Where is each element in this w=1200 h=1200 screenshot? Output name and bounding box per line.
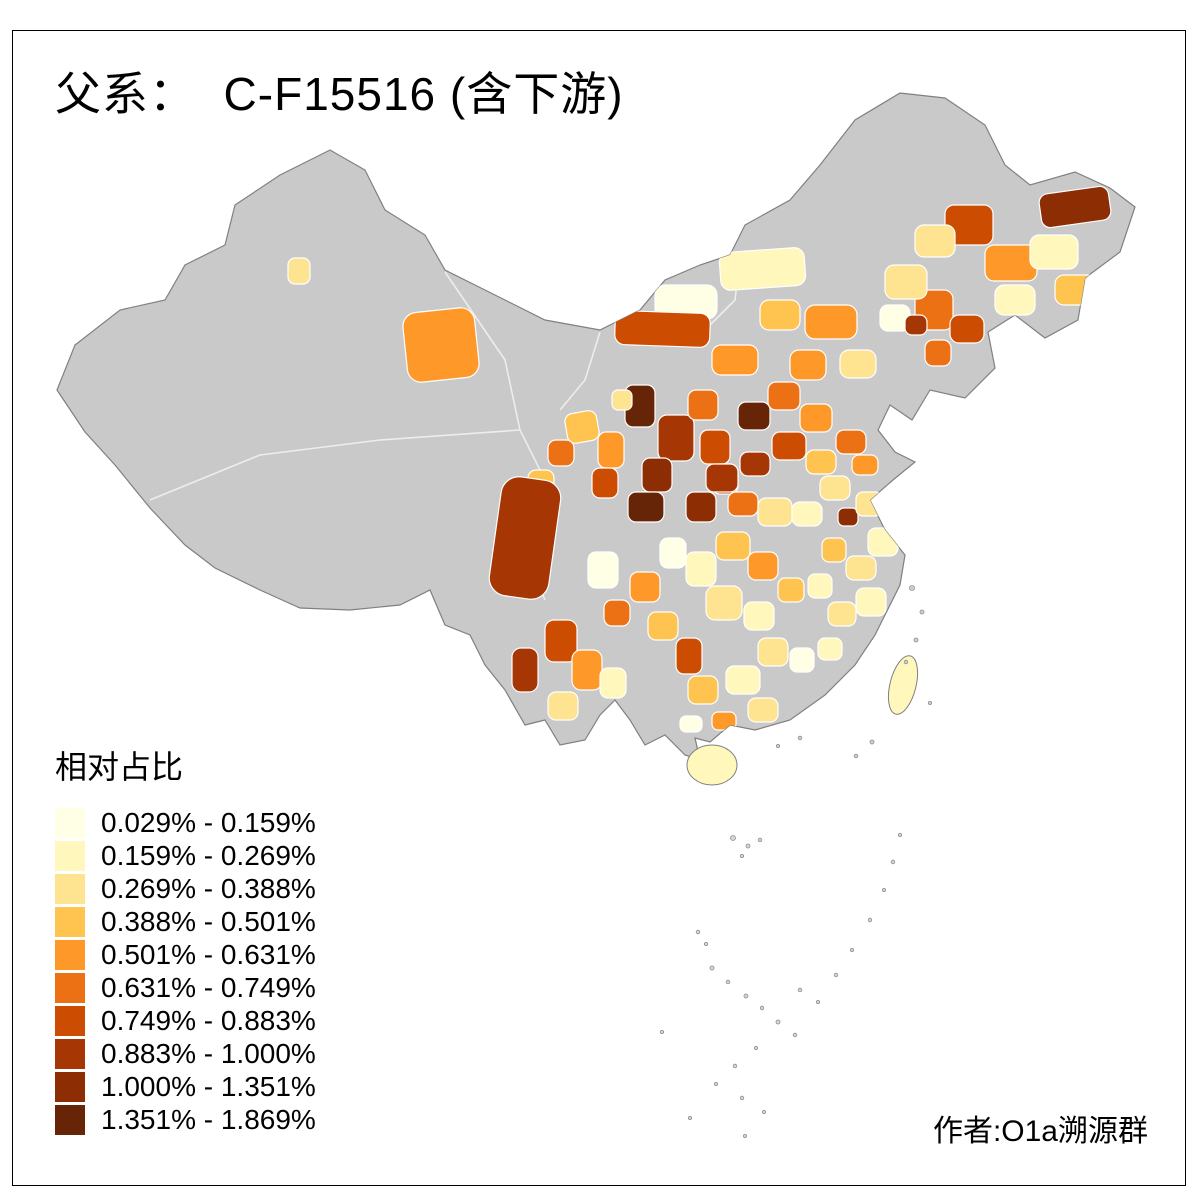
plot-frame-border: [12, 30, 1186, 1186]
legend-label: 0.749% - 0.883%: [101, 1005, 316, 1036]
legend-item: 0.749% - 0.883%: [55, 1005, 316, 1036]
south-china-sea-islands: [660, 833, 903, 1139]
legend-label: 0.631% - 0.749%: [101, 972, 316, 1003]
legend-swatch: [55, 808, 85, 838]
legend-label: 0.388% - 0.501%: [101, 906, 316, 937]
legend-item: 0.883% - 1.000%: [55, 1038, 316, 1069]
legend-swatch: [55, 940, 85, 970]
legend-label: 0.269% - 0.388%: [101, 873, 316, 904]
attribution: 作者:O1a溯源群: [932, 1115, 1148, 1148]
legend-item: 0.388% - 0.501%: [55, 906, 316, 937]
legend-swatch: [55, 1105, 85, 1135]
legend-title: 相对占比: [55, 749, 184, 785]
legend-item: 0.631% - 0.749%: [55, 972, 316, 1003]
prefecture-patches: [287, 185, 1112, 733]
legend-swatch: [55, 1072, 85, 1102]
legend-item: 0.029% - 0.159%: [55, 807, 316, 838]
legend-item: 0.269% - 0.388%: [55, 873, 316, 904]
legend-item: 0.501% - 0.631%: [55, 939, 316, 970]
legend-swatch: [55, 841, 85, 871]
legend-label: 1.351% - 1.869%: [101, 1104, 316, 1135]
legend-swatch: [55, 1006, 85, 1036]
legend-label: 0.159% - 0.269%: [101, 840, 316, 871]
coastal-islets: [776, 585, 933, 759]
legend-items: 0.029% - 0.159% 0.159% - 0.269% 0.269% - 0…: [55, 807, 316, 1135]
legend-label: 1.000% - 1.351%: [101, 1071, 316, 1102]
legend: 相对占比 0.029% - 0.159% 0.159% - 0.269% 0.269…: [55, 742, 316, 1138]
legend-label: 0.501% - 0.631%: [101, 939, 316, 970]
legend-item: 1.000% - 1.351%: [55, 1071, 316, 1102]
taiwan-island: [887, 655, 919, 715]
legend-swatch: [55, 907, 85, 937]
hainan-island: [686, 744, 738, 786]
legend-swatch: [55, 874, 85, 904]
legend-label: 0.029% - 0.159%: [101, 807, 316, 838]
legend-swatch: [55, 1039, 85, 1069]
legend-swatch: [55, 973, 85, 1003]
legend-label: 0.883% - 1.000%: [101, 1038, 316, 1069]
map-title: 父系： C-F15516 (含下游): [55, 68, 624, 120]
legend-item: 0.159% - 0.269%: [55, 840, 316, 871]
legend-item: 1.351% - 1.869%: [55, 1104, 316, 1135]
